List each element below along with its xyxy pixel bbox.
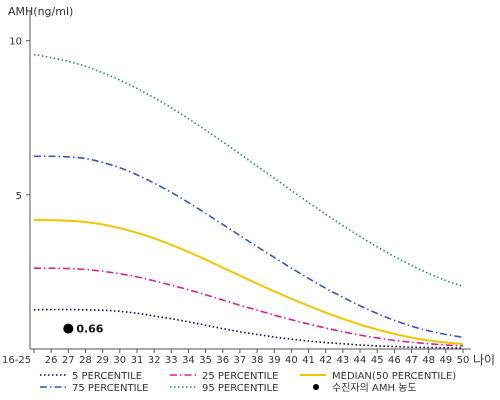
- x-tick-label: 45: [371, 355, 384, 366]
- x-tick-label: 43: [337, 355, 350, 366]
- legend: 5 PERCENTILE 25 PERCENTILE MEDIAN(50 PERCE…: [40, 371, 456, 394]
- x-tick-label: 31: [131, 355, 144, 366]
- patient-amh-value-label: 0.66: [76, 323, 103, 336]
- x-tick-label: 37: [234, 355, 247, 366]
- series-line-1: [33, 155, 464, 339]
- legend-label: 95 PERCENTILE: [202, 383, 278, 394]
- x-tick-label: 26: [45, 355, 58, 366]
- x-tick-label: 30: [113, 355, 126, 366]
- series-line-2: [33, 267, 464, 347]
- x-tick-label: 49: [439, 355, 452, 366]
- axes: [26, 10, 471, 353]
- series-line-4: [33, 219, 464, 346]
- legend-label: 수진자의 AMH 농도: [332, 382, 417, 394]
- legend-label: 25 PERCENTILE: [202, 371, 278, 382]
- x-tick-label: 35: [199, 355, 212, 366]
- y-tick-label: 10: [9, 37, 22, 48]
- x-tick-label: 48: [422, 355, 435, 366]
- x-tick-label: 33: [165, 355, 178, 366]
- x-tick-label: 42: [319, 355, 332, 366]
- x-tick-label: 46: [388, 355, 401, 366]
- x-tick-label: 41: [302, 355, 315, 366]
- series-line-0: [33, 308, 464, 349]
- x-tick-label: 50: [457, 355, 470, 366]
- x-tick-label: 27: [62, 355, 75, 366]
- x-axis-title: 나이: [473, 353, 495, 367]
- x-tick-label: 44: [354, 355, 367, 366]
- x-tick-label: 38: [251, 355, 264, 366]
- legend-label: 5 PERCENTILE: [72, 371, 142, 382]
- patient-amh-marker: 0.66: [63, 323, 104, 336]
- x-tick-labels: 16-25 26 27 28 29 30 31 32 33 34 35 36 37 38 39 40 41 42 4…: [2, 355, 469, 366]
- legend-marker-dot: [313, 384, 319, 390]
- x-tick-label: 47: [405, 355, 418, 366]
- patient-amh-dot: [63, 323, 74, 334]
- x-tick-label: 32: [148, 355, 161, 366]
- x-tick-label: 28: [79, 355, 92, 366]
- legend-label: MEDIAN(50 PERCENTILE): [332, 371, 456, 382]
- x-tick-label: 36: [216, 355, 229, 366]
- x-tick-label: 39: [268, 355, 281, 366]
- x-tick-label: 16-25: [2, 355, 31, 366]
- x-tick-label: 34: [182, 355, 195, 366]
- legend-label: 75 PERCENTILE: [72, 383, 148, 394]
- x-tick-label: 40: [285, 355, 298, 366]
- series-lines: [33, 53, 464, 349]
- x-tick-label: 29: [96, 355, 109, 366]
- y-tick-labels: 5 10: [9, 37, 22, 202]
- y-axis-title: AMH(ng/ml): [8, 5, 73, 18]
- series-line-3: [33, 53, 464, 288]
- y-tick-label: 5: [16, 191, 22, 202]
